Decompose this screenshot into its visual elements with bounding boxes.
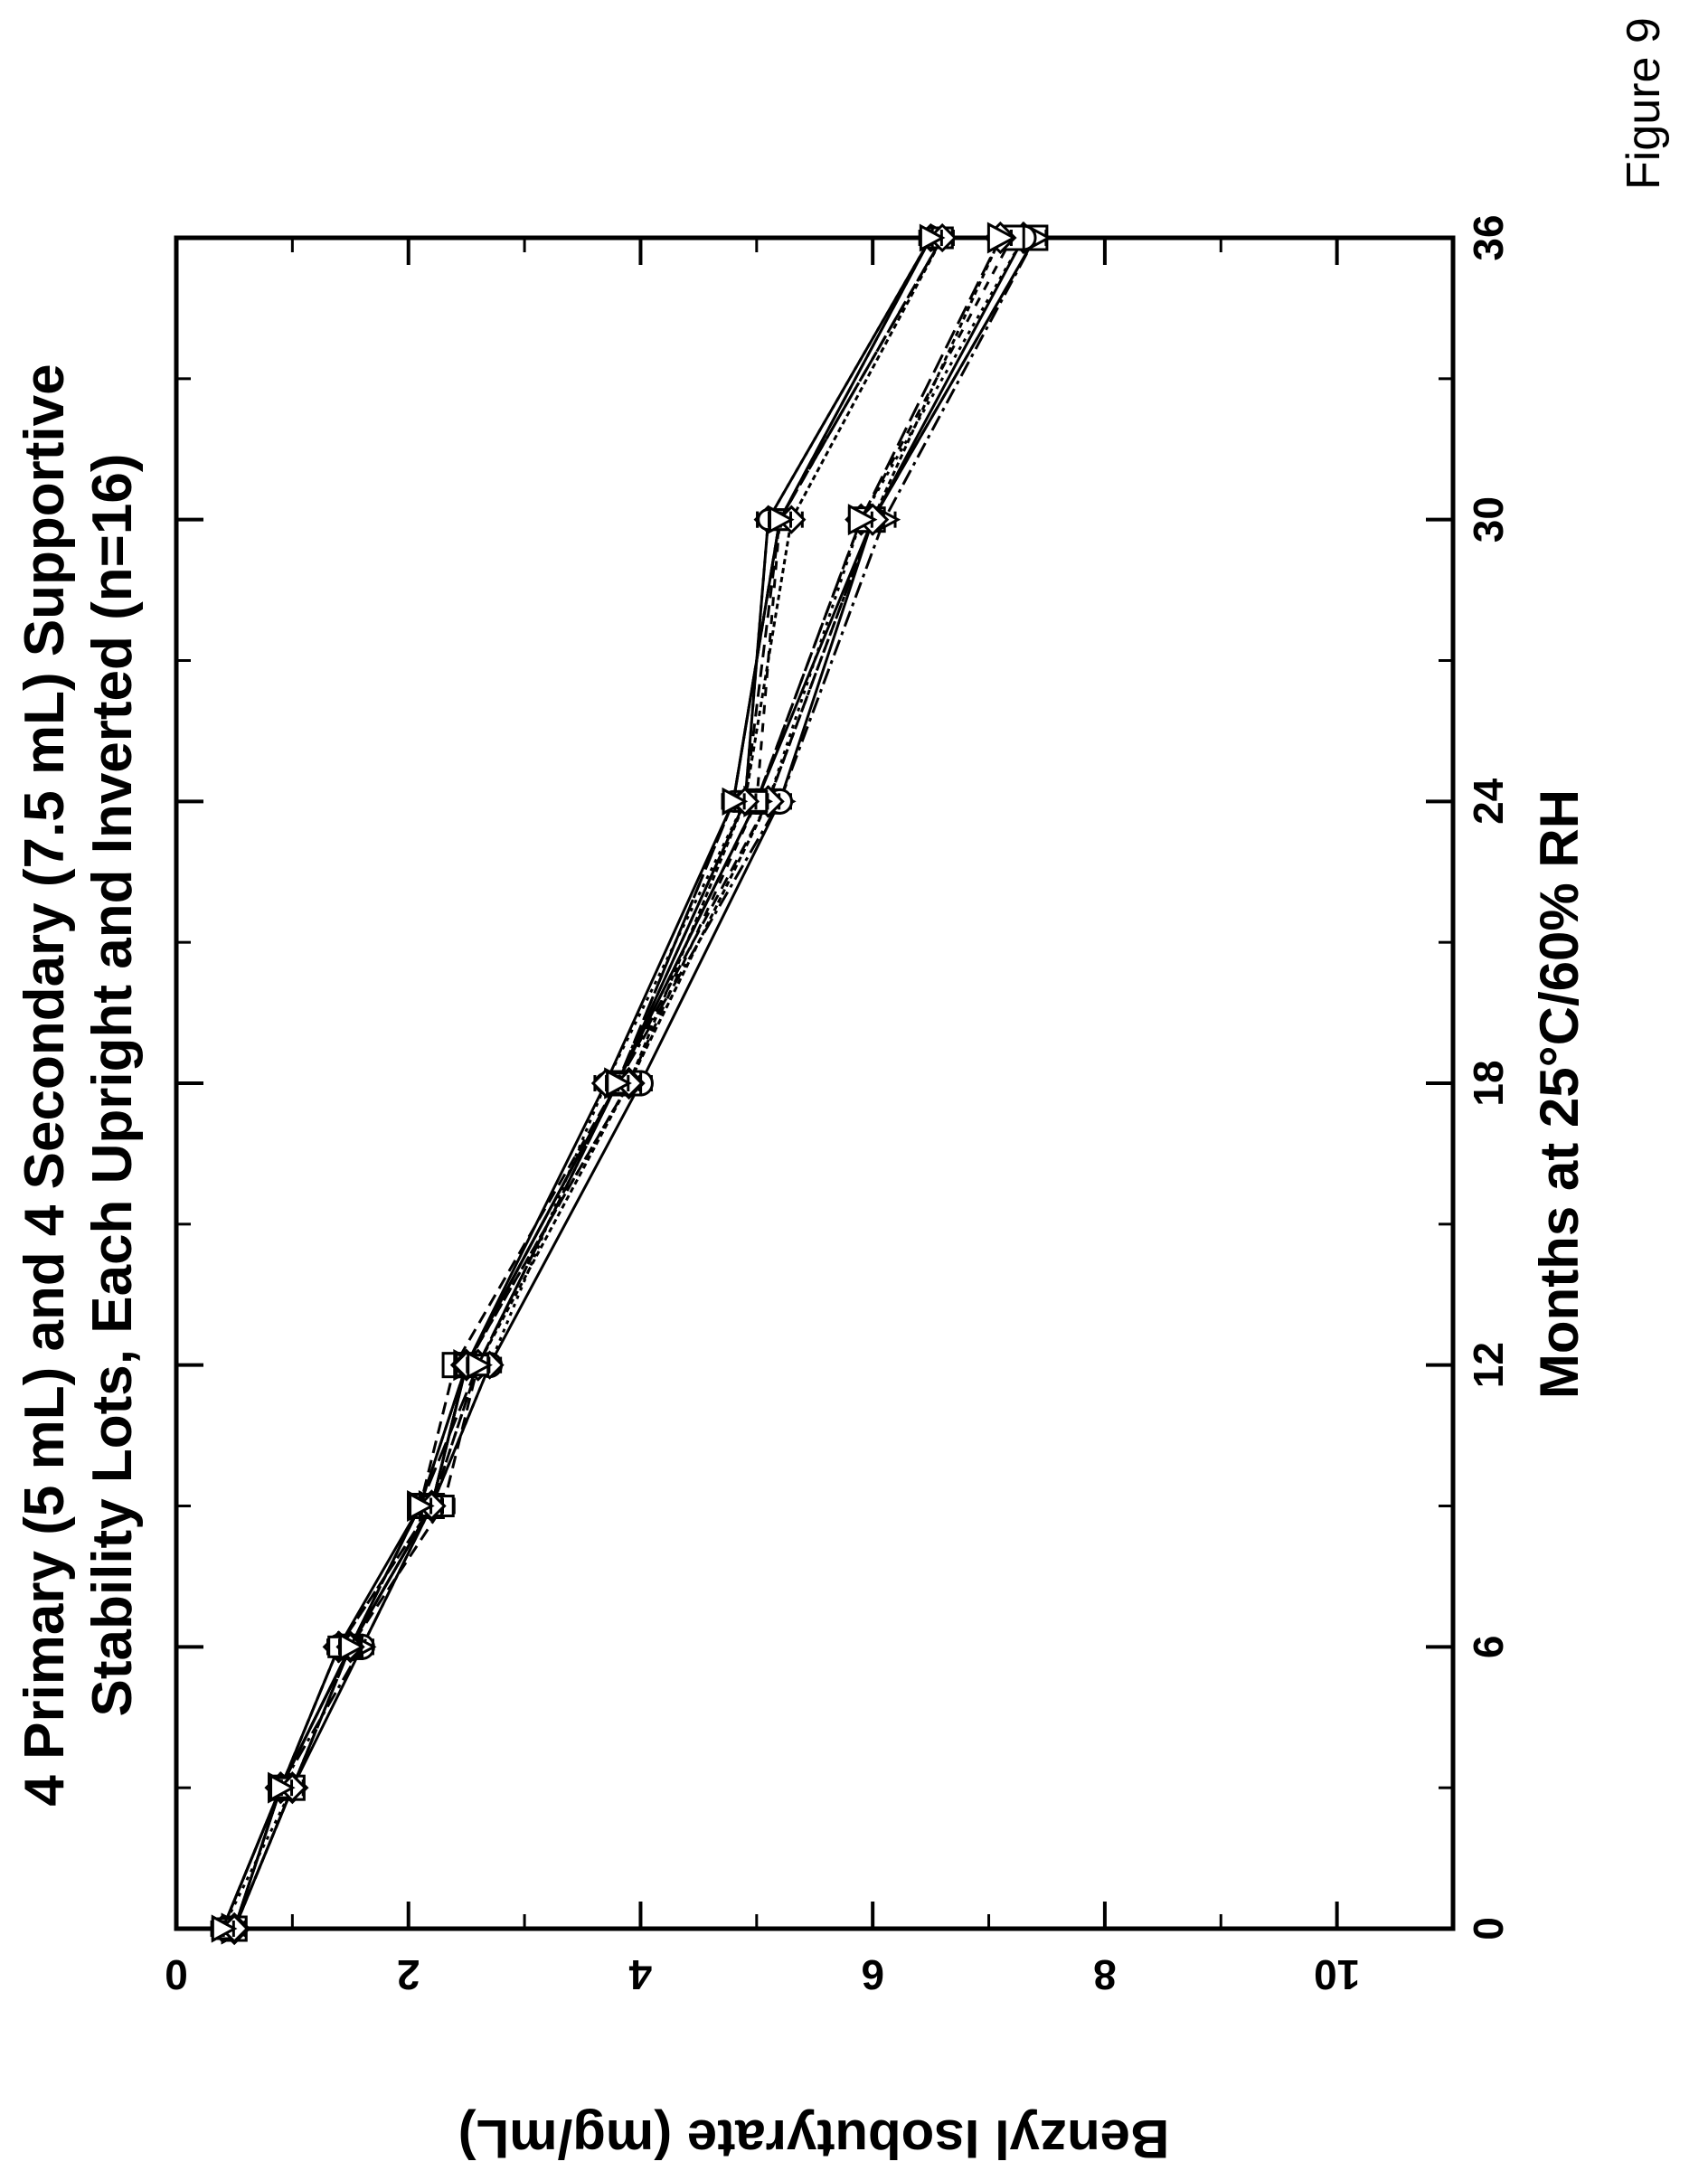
series-11 [208, 222, 946, 1944]
series-layer [208, 221, 1052, 1946]
y-axis-title: Benzyl Isobutyrate (mg/mL) [458, 2109, 1170, 2169]
x-tick-label: 0 [1465, 1917, 1512, 1940]
x-tick-label: 36 [1465, 214, 1512, 260]
series-line [221, 237, 932, 1930]
series-16 [210, 223, 946, 1943]
series-line [221, 237, 944, 1930]
data-point [919, 223, 946, 252]
x-tick-label: 18 [1465, 1060, 1512, 1106]
data-point [269, 1773, 296, 1802]
y-tick-label: 2 [397, 1951, 420, 1998]
data-point [768, 505, 795, 534]
x-axis-title: Months at 25°C/60% RH [1529, 789, 1590, 1399]
y-tick-label: 10 [1314, 1951, 1360, 1998]
data-point [467, 1351, 493, 1380]
x-tick-label: 24 [1465, 778, 1512, 825]
plot-area-frame [174, 235, 1456, 1931]
y-tick-label: 4 [628, 1951, 652, 1998]
x-tick-label: 30 [1465, 496, 1512, 543]
figure-label-group: Figure 9 [1618, 17, 1670, 190]
data-point [722, 787, 749, 816]
y-tick-label: 0 [165, 1951, 188, 1998]
chart-title-group: 4 Primary (5 mL) and 4 Secondary (7.5 mL… [14, 363, 144, 1806]
y-tick-label: 8 [1093, 1951, 1117, 1998]
x-axis-title-group: Months at 25°C/60% RH [1529, 789, 1590, 1399]
series-line [221, 237, 932, 1930]
data-point [211, 1914, 238, 1943]
chart-title-line-2: Stability Lots, Each Upright and Inverte… [81, 454, 144, 1717]
x-tick-label: 12 [1465, 1342, 1512, 1388]
y-tick-label: 6 [861, 1951, 884, 1998]
data-point [847, 504, 878, 536]
x-tick-label: 6 [1465, 1636, 1512, 1659]
series-line [221, 237, 944, 1930]
series-line [232, 237, 1025, 1930]
data-point [986, 222, 1017, 254]
data-point [409, 1491, 435, 1521]
chart-title-line-1: 4 Primary (5 mL) and 4 Secondary (7.5 mL… [14, 363, 76, 1806]
series-line [221, 237, 932, 1930]
y-axis-title-group: Benzyl Isobutyrate (mg/mL) [458, 2109, 1170, 2169]
series-line [232, 237, 944, 1930]
figure-label: Figure 9 [1618, 17, 1670, 190]
data-point [606, 1069, 632, 1098]
series-9 [210, 226, 943, 1940]
series-line [221, 237, 944, 1930]
series-13 [222, 226, 943, 1940]
data-point [339, 1632, 365, 1661]
